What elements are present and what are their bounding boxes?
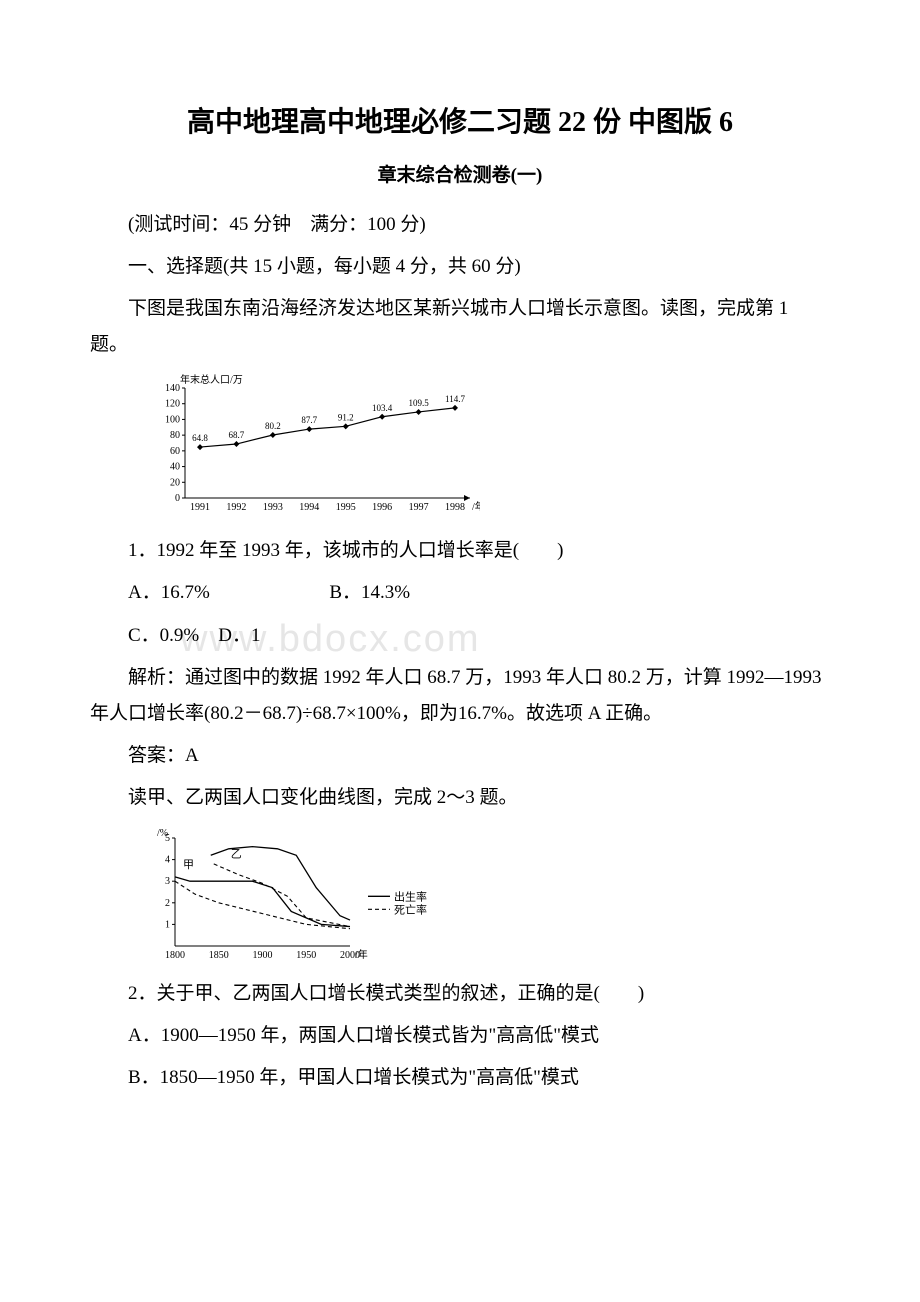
chart-1: 年末总人口/万 0 20 40 60 80 100 120 140 1991 1992 1993 199… [150, 373, 830, 523]
svg-text:乙: 乙 [231, 847, 242, 860]
option-a: A．16.7% [128, 582, 210, 603]
intro-1: 下图是我国东南沿海经济发达地区某新兴城市人口增长示意图。读图，完成第 1 题。 [90, 291, 830, 363]
svg-text:1: 1 [165, 919, 170, 930]
svg-text:0: 0 [175, 493, 180, 504]
svg-text:114.7: 114.7 [445, 394, 465, 404]
svg-text:1800: 1800 [165, 950, 185, 961]
svg-text:死亡率: 死亡率 [394, 902, 427, 916]
svg-text:109.5: 109.5 [408, 398, 429, 408]
section-heading: 一、选择题(共 15 小题，每小题 4 分，共 60 分) [90, 249, 830, 285]
svg-text:91.2: 91.2 [338, 413, 354, 423]
svg-text:1992: 1992 [226, 502, 246, 513]
question-1: 1．1992 年至 1993 年，该城市的人口增长率是( ) [90, 533, 830, 569]
svg-text:64.8: 64.8 [192, 433, 208, 443]
svg-text:60: 60 [170, 446, 180, 457]
svg-text:3: 3 [165, 876, 170, 887]
test-info: (测试时间：45 分钟 满分：100 分) [90, 207, 830, 243]
question-2-option-a: A．1900—1950 年，两国人口增长模式皆为"高高低"模式 [90, 1018, 830, 1054]
question-1-options-ab: A．16.7% B．14.3% [90, 575, 830, 611]
svg-text:103.4: 103.4 [372, 403, 393, 413]
svg-text:80.2: 80.2 [265, 421, 281, 431]
explanation-1: 解析：通过图中的数据 1992 年人口 68.7 万，1993 年人口 80.2… [90, 660, 830, 732]
svg-text:/年: /年 [355, 948, 368, 961]
subtitle: 章末综合检测卷(一) [90, 160, 830, 187]
svg-text:1997: 1997 [409, 502, 429, 513]
question-1-options-cd: C．0.9% D．1 [90, 618, 830, 654]
svg-text:140: 140 [165, 383, 180, 394]
svg-text:/年: /年 [472, 500, 480, 513]
svg-text:1998: 1998 [445, 502, 465, 513]
svg-text:120: 120 [165, 399, 180, 410]
svg-text:1995: 1995 [336, 502, 356, 513]
svg-text:5: 5 [165, 833, 170, 844]
page-title: 高中地理高中地理必修二习题 22 份 中图版 6 [90, 100, 830, 140]
svg-text:甲: 甲 [183, 859, 194, 871]
svg-text:80: 80 [170, 431, 180, 442]
svg-text:1996: 1996 [372, 502, 392, 513]
svg-text:1850: 1850 [209, 950, 229, 961]
option-b: B．14.3% [329, 582, 410, 603]
svg-text:1950: 1950 [296, 950, 316, 961]
document-content: 高中地理高中地理必修二习题 22 份 中图版 6 章末综合检测卷(一) (测试时… [90, 100, 830, 1096]
svg-text:87.7: 87.7 [301, 415, 317, 425]
svg-text:2: 2 [165, 898, 170, 909]
svg-text:100: 100 [165, 415, 180, 426]
chart-2: /%1234518001850190019502000/年甲乙出生率死亡率 [150, 826, 830, 966]
intro-2: 读甲、乙两国人口变化曲线图，完成 2～3 题。 [90, 780, 830, 816]
question-2-option-b: B．1850—1950 年，甲国人口增长模式为"高高低"模式 [90, 1060, 830, 1096]
svg-text:年末总人口/万: 年末总人口/万 [180, 373, 243, 386]
svg-text:1993: 1993 [263, 502, 283, 513]
svg-text:1900: 1900 [253, 950, 273, 961]
svg-text:20: 20 [170, 478, 180, 489]
svg-text:68.7: 68.7 [229, 430, 245, 440]
question-2: 2．关于甲、乙两国人口增长模式类型的叙述，正确的是( ) [90, 976, 830, 1012]
svg-text:出生率: 出生率 [394, 889, 427, 903]
svg-text:4: 4 [165, 855, 170, 866]
svg-text:1991: 1991 [190, 502, 210, 513]
svg-text:1994: 1994 [299, 502, 319, 513]
svg-text:40: 40 [170, 462, 180, 473]
answer-1: 答案：A [90, 738, 830, 774]
